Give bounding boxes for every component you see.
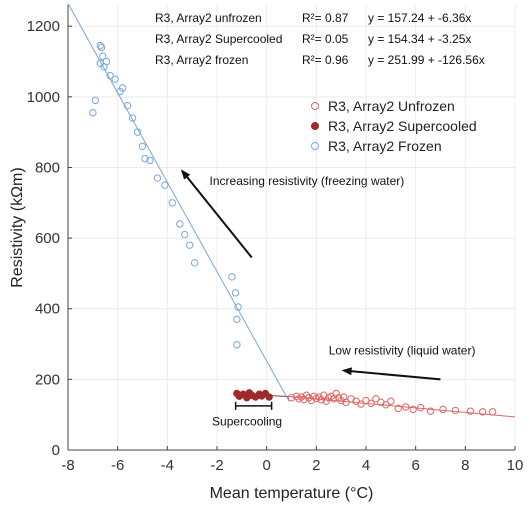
equation-formula: y = 154.34 + -3.25x — [368, 32, 471, 46]
annotations: Increasing resistivity (freezing water) L… — [180, 169, 476, 428]
legend-marker — [311, 142, 319, 150]
data-point — [146, 156, 154, 165]
equation-r2: R²= 0.96 — [302, 53, 349, 67]
data-point — [138, 142, 147, 150]
data-point — [402, 403, 410, 411]
data-point — [416, 403, 425, 412]
y-axis-label: Resistivity (kΩm) — [9, 167, 26, 287]
data-point — [231, 289, 240, 297]
legend-marker — [311, 122, 319, 130]
data-point — [153, 174, 162, 182]
data-point — [233, 341, 241, 349]
x-tick-label: 6 — [411, 457, 419, 474]
x-axis-label: Mean temperature (°C) — [210, 485, 374, 502]
data-point — [332, 389, 340, 398]
x-tick-label: -8 — [61, 457, 74, 474]
data-point — [141, 154, 149, 163]
data-point — [234, 303, 242, 311]
data-point — [118, 84, 127, 92]
legend-entry: R3, Array2 Unfrozen — [328, 98, 455, 114]
data-points — [89, 41, 497, 416]
data-point — [479, 408, 487, 416]
data-point — [128, 114, 137, 122]
data-point — [190, 259, 199, 267]
x-tick-label: 10 — [507, 457, 524, 474]
data-point — [123, 101, 132, 110]
data-point — [466, 407, 474, 415]
annotation-arrow — [180, 169, 253, 259]
data-point — [451, 406, 460, 415]
annotation-text: Low resistivity (liquid water) — [329, 344, 476, 358]
data-point — [394, 404, 402, 413]
data-point — [106, 71, 114, 80]
y-tick-label: 1000 — [27, 89, 60, 106]
data-point — [96, 41, 104, 50]
annotation-arrow — [341, 367, 441, 381]
annotation-text: Supercooling — [212, 414, 282, 428]
data-point — [310, 392, 318, 401]
x-tick-label: -6 — [111, 457, 124, 474]
data-point — [265, 393, 273, 401]
data-point — [382, 401, 390, 409]
data-point — [297, 393, 306, 401]
data-point — [307, 396, 316, 405]
annotation-text: Increasing resistivity (freezing water) — [210, 174, 405, 188]
y-tick-label: 200 — [35, 371, 60, 388]
regression-equations: R3, Array2 unfrozen R²= 0.87 y = 157.24 + … — [155, 11, 485, 67]
data-point — [102, 57, 111, 66]
x-tick-label: 8 — [461, 457, 469, 474]
data-point — [357, 400, 365, 408]
data-point — [99, 52, 107, 60]
data-point — [300, 395, 308, 404]
data-point — [409, 405, 417, 414]
axes: -8 -6 -4 -2 0 2 4 6 8 10 0 200 400 600 800 1000 1200 — [27, 5, 524, 474]
data-point — [111, 75, 119, 83]
y-tick-label: 0 — [52, 442, 60, 459]
x-tick-label: -2 — [210, 457, 223, 474]
data-point — [439, 405, 447, 414]
data-point — [89, 109, 97, 117]
data-point — [176, 220, 184, 228]
equation-r2: R²= 0.05 — [302, 32, 349, 46]
data-point — [372, 395, 380, 403]
data-point — [97, 43, 106, 52]
data-point — [181, 230, 189, 239]
data-point — [185, 241, 194, 249]
x-tick-label: -4 — [161, 457, 174, 474]
equation-series-label: R3, Array2 Supercooled — [155, 32, 282, 46]
data-point — [302, 391, 311, 399]
data-point — [287, 394, 296, 402]
y-tick-label: 800 — [35, 159, 60, 176]
x-tick-label: 2 — [312, 457, 320, 474]
data-point — [91, 96, 100, 105]
data-point — [367, 399, 375, 408]
y-tick-label: 600 — [35, 230, 60, 247]
equation-series-label: R3, Array2 unfrozen — [155, 11, 262, 25]
y-tick-label: 400 — [35, 301, 60, 318]
equation-r2: R²= 0.87 — [302, 11, 349, 25]
legend-entry: R3, Array2 Supercooled — [328, 118, 477, 134]
data-point — [133, 128, 142, 136]
equation-formula: y = 157.24 + -6.36x — [368, 11, 471, 25]
data-point — [342, 398, 350, 407]
x-tick-label: 4 — [362, 457, 370, 474]
data-point — [292, 392, 301, 401]
data-point — [488, 408, 497, 416]
legend-entry: R3, Array2 Frozen — [328, 138, 442, 154]
x-tick-label: 0 — [262, 457, 270, 474]
legend: R3, Array2 Unfrozen R3, Array2 Supercoole… — [311, 98, 477, 154]
equation-formula: y = 251.99 + -126.56x — [368, 53, 485, 67]
data-point — [161, 181, 169, 189]
data-point — [387, 397, 395, 405]
data-point — [233, 315, 241, 324]
data-point — [426, 407, 435, 415]
legend-marker — [311, 102, 319, 110]
data-point — [228, 273, 236, 281]
data-point — [168, 199, 177, 207]
equation-series-label: R3, Array2 frozen — [155, 53, 248, 67]
y-tick-label: 1200 — [27, 18, 60, 35]
